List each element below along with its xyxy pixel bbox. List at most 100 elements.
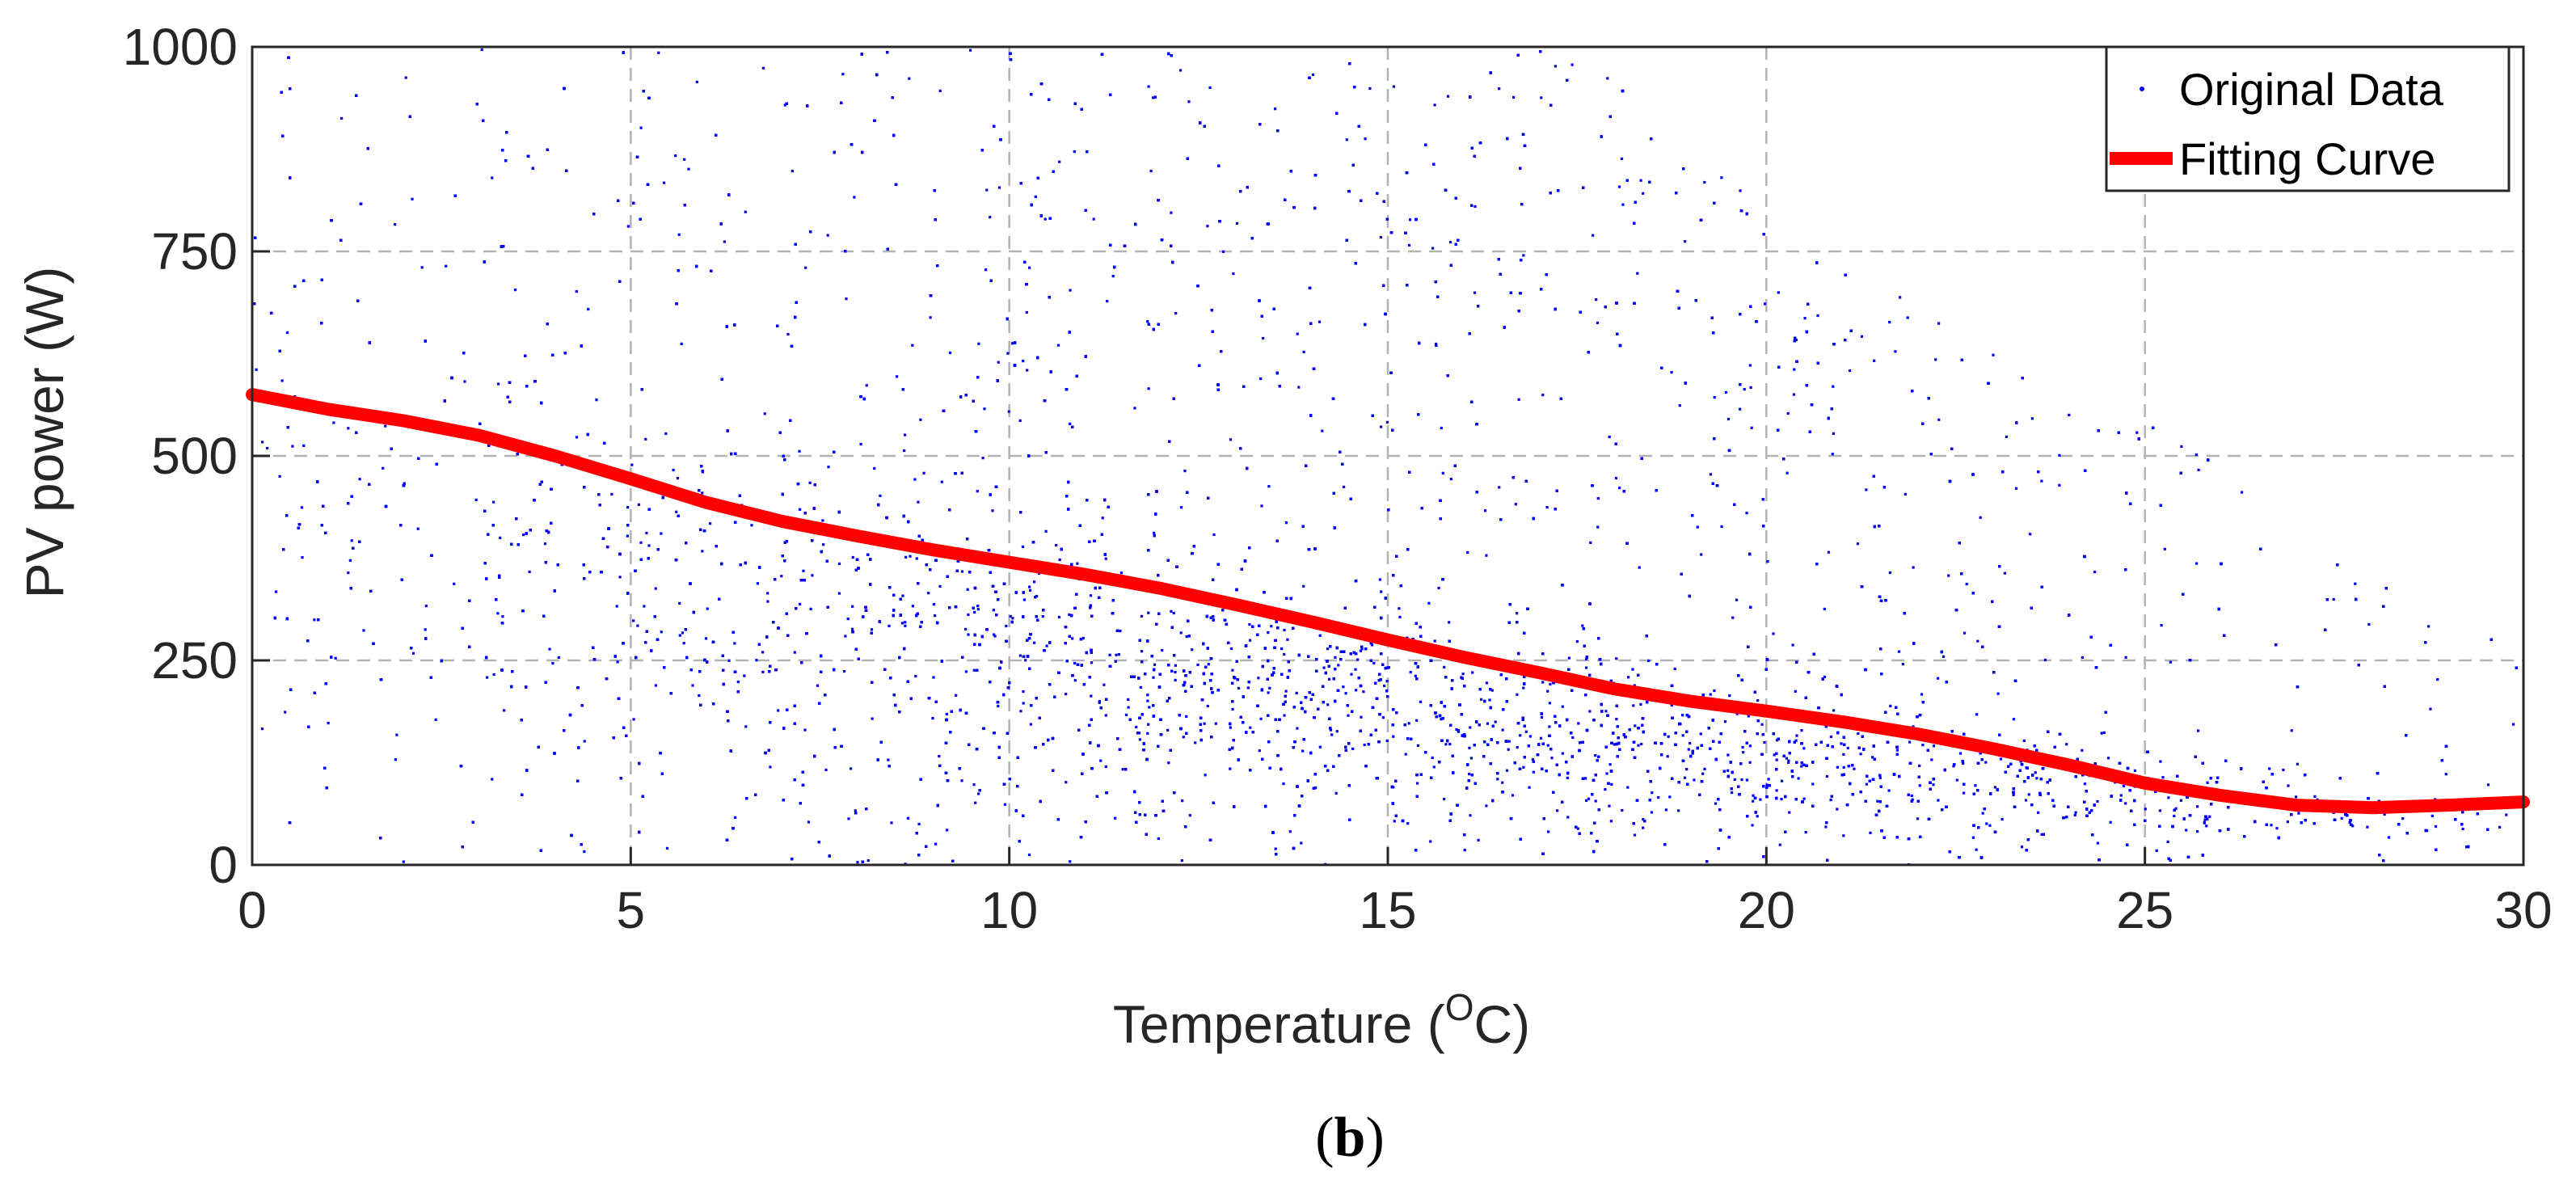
scatter-point [1963, 631, 1967, 635]
scatter-point [1474, 205, 1477, 209]
scatter-point [1609, 820, 1613, 823]
scatter-point [903, 449, 906, 453]
scatter-point [1751, 824, 1754, 827]
scatter-point [1803, 317, 1807, 320]
scatter-point [2169, 660, 2172, 664]
scatter-point [1773, 753, 1776, 757]
scatter-point [1566, 776, 1569, 779]
scatter-point [2029, 533, 2032, 536]
scatter-point [434, 718, 437, 721]
scatter-point [1274, 108, 1277, 111]
scatter-point [2020, 846, 2024, 849]
scatter-point [1408, 218, 1412, 221]
scatter-point [1347, 714, 1350, 717]
scatter-point [1605, 772, 1608, 775]
scatter-point [822, 543, 825, 546]
scatter-point [1068, 613, 1071, 617]
scatter-point [1824, 825, 1828, 829]
scatter-point [1984, 761, 1988, 764]
scatter-point [1681, 714, 1684, 717]
scatter-point [680, 342, 683, 345]
scatter-point [1585, 666, 1588, 669]
scatter-point [2367, 622, 2371, 626]
scatter-point [733, 642, 736, 645]
scatter-point [1337, 664, 1340, 667]
scatter-point [1632, 704, 1635, 707]
scatter-point [1749, 386, 1752, 389]
scatter-point [1469, 726, 1472, 729]
scatter-point [1350, 673, 1353, 676]
scatter-point [984, 268, 988, 272]
scatter-point [660, 630, 663, 634]
scatter-point [946, 829, 949, 832]
scatter-point [977, 342, 980, 345]
scatter-point [1763, 302, 1767, 306]
scatter-point [1182, 736, 1185, 739]
scatter-point [1794, 339, 1798, 342]
scatter-point [1229, 438, 1233, 441]
scatter-point [1794, 739, 1798, 742]
scatter-point [350, 539, 353, 542]
scatter-point [1916, 817, 1920, 820]
scatter-point [1185, 715, 1188, 718]
scatter-point [1522, 254, 1525, 257]
scatter-point [1567, 656, 1570, 660]
scatter-point [1865, 488, 1868, 491]
scatter-point [1174, 678, 1177, 681]
scatter-point [2081, 656, 2084, 659]
scatter-point [1463, 849, 1466, 852]
scatter-point [973, 610, 976, 614]
scatter-point [2003, 571, 2006, 575]
scatter-point [1575, 640, 1579, 643]
scatter-point [1286, 638, 1289, 641]
scatter-point [1262, 336, 1265, 340]
scatter-point [1180, 859, 1183, 862]
scatter-point [1296, 727, 1299, 730]
scatter-point [416, 527, 419, 530]
scatter-point [2065, 743, 2068, 746]
scatter-point [974, 801, 977, 804]
scatter-point [972, 783, 976, 786]
scatter-point [1018, 419, 1022, 422]
scatter-point [1608, 804, 1611, 808]
scatter-point [548, 647, 551, 651]
scatter-point [1713, 689, 1716, 693]
scatter-point [734, 816, 737, 819]
scatter-point [1752, 794, 1755, 797]
scatter-point [793, 651, 796, 654]
scatter-point [1206, 225, 1209, 228]
scatter-point [1380, 590, 1383, 593]
scatter-point [1780, 798, 1783, 801]
scatter-point [1343, 485, 1346, 488]
scatter-point [932, 676, 935, 679]
scatter-point [1752, 799, 1755, 803]
scatter-point [2022, 739, 2026, 742]
scatter-point [948, 351, 952, 355]
scatter-point [1778, 843, 1781, 846]
scatter-point [906, 816, 910, 820]
scatter-point [1212, 533, 1216, 537]
scatter-point [1392, 735, 1395, 738]
scatter-point [2024, 799, 2028, 802]
scatter-point [1019, 710, 1022, 713]
scatter-point [2012, 793, 2015, 796]
scatter-point [2135, 431, 2139, 434]
scatter-point [1642, 818, 1645, 821]
scatter-point [1444, 743, 1448, 746]
scatter-point [1152, 676, 1155, 679]
scatter-point [274, 590, 278, 593]
scatter-point [997, 186, 1001, 189]
scatter-point [1748, 761, 1752, 764]
scatter-point [1140, 650, 1144, 653]
scatter-point [1117, 653, 1120, 656]
scatter-point [1440, 718, 1443, 721]
scatter-point [1114, 660, 1117, 663]
scatter-point [1194, 741, 1197, 744]
scatter-point [1561, 752, 1564, 755]
scatter-point [2203, 821, 2206, 824]
scatter-point [1115, 653, 1118, 656]
scatter-point [1700, 553, 1703, 556]
scatter-point [261, 441, 264, 444]
scatter-point [791, 170, 794, 173]
scatter-point [1829, 799, 1832, 802]
